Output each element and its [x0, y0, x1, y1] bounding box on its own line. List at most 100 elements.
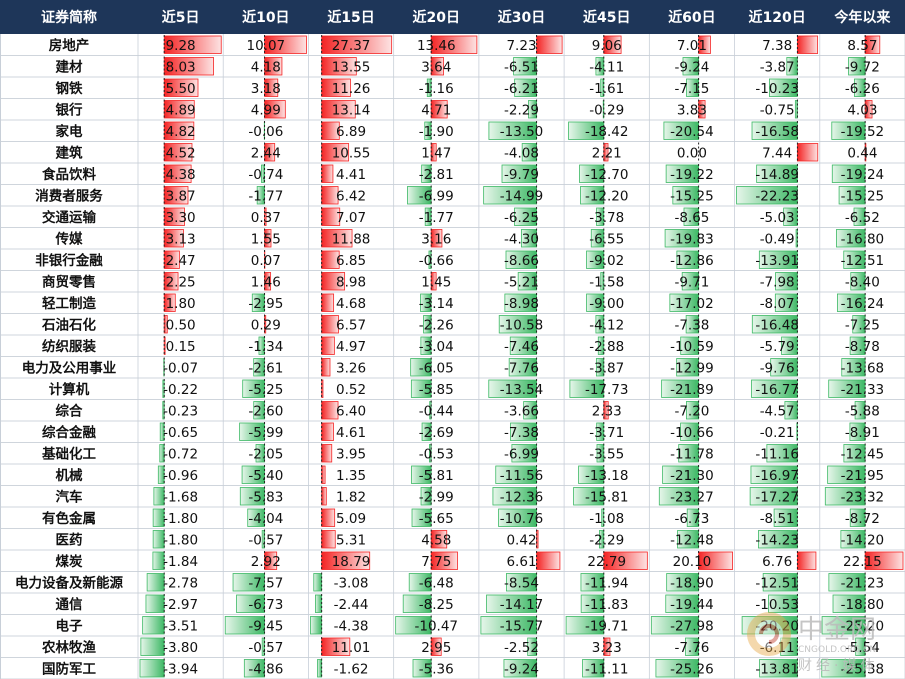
- cell-value: -15.77: [500, 618, 544, 634]
- cell-value: -12.99: [670, 360, 714, 376]
- watermark-logo: 中金网 CNGOLD.ORG.CN 财经·媒体: [747, 612, 876, 674]
- cell-value: -18.90: [670, 575, 714, 591]
- cell-value: 5.50: [166, 81, 196, 97]
- cell-value: -13.18: [585, 468, 629, 484]
- cell-value: 4.82: [166, 124, 196, 140]
- cell-value: 0.50: [166, 317, 196, 333]
- cell-value: -20.54: [670, 124, 714, 140]
- cell-value: -1.90: [419, 124, 454, 140]
- cell-value: -3.94: [163, 661, 198, 677]
- cell-value: 0.00: [677, 145, 707, 161]
- cell-value: -1.80: [163, 532, 198, 548]
- cell-value: -2.29: [589, 532, 624, 548]
- cell-value: -21.33: [841, 382, 885, 398]
- cell-value: -0.65: [163, 425, 198, 441]
- column-header: 今年以来: [833, 9, 891, 26]
- row-label: 综合金融: [42, 424, 96, 441]
- cell-value: 5.31: [336, 532, 366, 548]
- cell-value: -12.51: [755, 575, 799, 591]
- negative-bar: [315, 594, 323, 613]
- negative-bar: [140, 637, 165, 656]
- cell-value: 4.99: [251, 102, 281, 118]
- cell-value: -6.25: [504, 210, 539, 226]
- cell-value: 1.46: [251, 274, 281, 290]
- positive-bar: [321, 358, 331, 377]
- cell-value: -19.24: [841, 167, 885, 183]
- cell-value: -4.11: [589, 59, 624, 75]
- cell-value: -5.03: [760, 210, 795, 226]
- cell-value: -2.81: [419, 167, 454, 183]
- cell-value: 8.98: [336, 274, 366, 290]
- cell-value: 22.15: [843, 554, 882, 570]
- cell-value: 9.06: [592, 38, 622, 54]
- watermark-coin-icon: [747, 612, 791, 656]
- row-label: 机械: [56, 467, 83, 484]
- cell-value: 6.76: [762, 554, 792, 570]
- row-label: 电力及公用事业: [22, 359, 117, 376]
- cell-value: 1.47: [421, 145, 451, 161]
- cell-value: -6.26: [845, 81, 880, 97]
- cell-value: -10.23: [755, 81, 799, 97]
- cell-value: -0.57: [248, 640, 283, 656]
- cell-value: 7.01: [677, 38, 707, 54]
- cell-value: 4.89: [166, 102, 196, 118]
- cell-value: -25.26: [670, 661, 714, 677]
- cell-value: -11.16: [755, 446, 799, 462]
- cell-value: -3.08: [334, 575, 369, 591]
- cell-value: 11.01: [332, 640, 371, 656]
- cell-value: -8.65: [674, 210, 709, 226]
- cell-value: -14.23: [755, 532, 799, 548]
- cell-value: 1.82: [336, 489, 366, 505]
- cell-value: -19.22: [670, 167, 714, 183]
- cell-value: 0.29: [251, 317, 281, 333]
- cell-value: -10.47: [415, 618, 459, 634]
- cell-value: -12.36: [500, 489, 544, 505]
- cell-value: 6.42: [336, 188, 366, 204]
- cell-value: -14.89: [755, 167, 799, 183]
- cell-value: -2.26: [419, 317, 454, 333]
- cell-value: 3.95: [336, 446, 366, 462]
- cell-value: -21.30: [670, 468, 714, 484]
- cell-value: -7.46: [504, 339, 539, 355]
- cell-value: 3.16: [421, 231, 451, 247]
- cell-value: -15.81: [585, 489, 629, 505]
- cell-value: -8.72: [845, 511, 880, 527]
- cell-value: 2.47: [166, 253, 196, 269]
- cell-value: -6.48: [419, 575, 454, 591]
- cell-value: -7.20: [674, 403, 709, 419]
- cell-value: -14.20: [841, 532, 885, 548]
- cell-value: -6.21: [504, 81, 539, 97]
- positive-bar: [321, 336, 335, 355]
- row-label: 电力设备及新能源: [15, 574, 123, 591]
- cell-value: -10.59: [670, 339, 714, 355]
- cell-value: -6.99: [419, 188, 454, 204]
- cell-value: -5.21: [504, 274, 539, 290]
- column-header: 近30日: [498, 9, 545, 26]
- cell-value: -17.02: [670, 296, 714, 312]
- negative-bar: [310, 616, 323, 635]
- positive-bar: [321, 487, 327, 506]
- cell-value: -8.25: [419, 597, 454, 613]
- cell-value: -9.24: [674, 59, 709, 75]
- cell-value: 11.88: [332, 231, 371, 247]
- row-label: 建筑: [55, 144, 83, 161]
- cell-value: -5.79: [760, 339, 795, 355]
- row-label: 交通运输: [42, 209, 96, 226]
- cell-value: -6.73: [674, 511, 709, 527]
- positive-bar: [797, 143, 819, 162]
- row-label: 国防军工: [42, 660, 96, 677]
- cell-value: -3.14: [419, 296, 454, 312]
- cell-value: -11.78: [670, 446, 714, 462]
- cell-value: -12.20: [585, 188, 629, 204]
- cell-value: -19.52: [841, 124, 885, 140]
- row-label: 非银行金融: [35, 252, 103, 269]
- row-label: 房地产: [49, 37, 90, 54]
- row-label: 通信: [56, 596, 83, 613]
- cell-value: -2.95: [248, 296, 283, 312]
- row-label: 汽车: [56, 488, 83, 505]
- cell-value: -23.27: [670, 489, 714, 505]
- cell-value: -8.07: [760, 296, 795, 312]
- cell-value: 2.25: [166, 274, 196, 290]
- cell-value: -6.52: [845, 210, 880, 226]
- cell-value: 4.71: [421, 102, 451, 118]
